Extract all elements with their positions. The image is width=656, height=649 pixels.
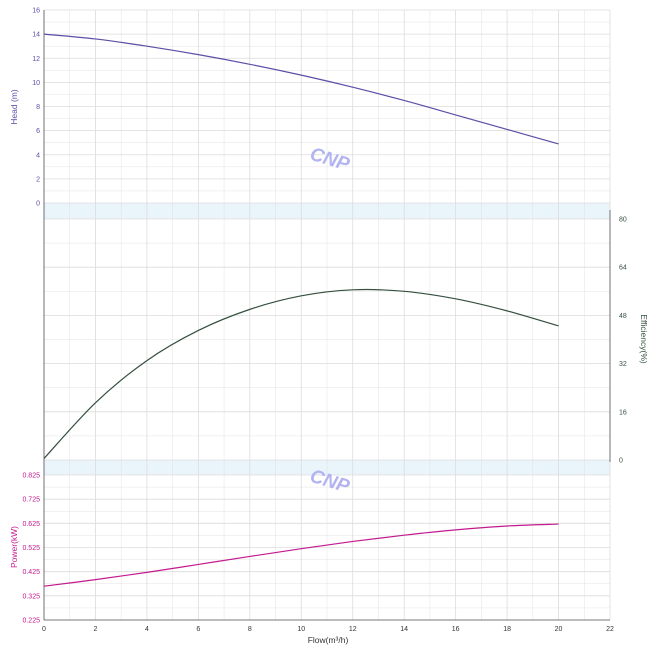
x-tick-label: 6 — [196, 626, 200, 633]
x-tick-label: 10 — [297, 626, 305, 633]
head-curve — [43, 33, 559, 145]
grid-lines — [43, 9, 611, 621]
x-tick-label: 12 — [349, 626, 357, 633]
head-y-tick-label: 12 — [32, 56, 40, 63]
power-curve — [43, 523, 559, 587]
x-tick-label: 8 — [248, 626, 252, 633]
head-y-tick-label: 6 — [36, 128, 40, 135]
efficiency-y-tick-label: 16 — [619, 409, 627, 416]
efficiency-y-tick-label: 80 — [619, 217, 627, 224]
watermark-cnp: CNP — [307, 144, 352, 176]
efficiency-y-tick-label: 32 — [619, 361, 627, 368]
head-y-tick-label: 0 — [36, 201, 40, 208]
efficiency-y-tick-label: 48 — [619, 313, 627, 320]
head-y-tick-label: 8 — [36, 104, 40, 111]
x-tick-label: 20 — [555, 626, 563, 633]
power-y-tick-label: 0.525 — [22, 545, 40, 552]
head-y-tick-label: 14 — [32, 32, 40, 39]
x-tick-label: 4 — [145, 626, 149, 633]
power-y-tick-label: 0.225 — [22, 618, 40, 625]
x-tick-label: 14 — [400, 626, 408, 633]
x-tick-label: 2 — [94, 626, 98, 633]
head-y-tick-label: 10 — [32, 80, 40, 87]
power-axis-title: Power(kW) — [9, 526, 19, 568]
x-tick-label: 0 — [42, 626, 46, 633]
axis-lines — [43, 10, 611, 621]
tick-labels: 0 2 4 6 8 10 12 14 16 18 20 22 0 2 4 6 8 10 12 14 16 0 16 32 48 6… — [22, 8, 626, 634]
power-y-tick-label: 0.625 — [22, 521, 40, 528]
flow-axis-title: Flow(m³/h) — [308, 635, 349, 645]
power-y-tick-label: 0.325 — [22, 593, 40, 600]
power-y-tick-label: 0.725 — [22, 497, 40, 504]
efficiency-curve — [43, 288, 559, 459]
head-y-tick-label: 2 — [36, 176, 40, 183]
head-axis-title: Head (m) — [9, 89, 19, 125]
efficiency-y-tick-label: 64 — [619, 265, 627, 272]
x-tick-label: 22 — [606, 626, 614, 633]
power-y-tick-label: 0.425 — [22, 569, 40, 576]
power-y-tick-label: 0.825 — [22, 473, 40, 480]
efficiency-y-tick-label: 0 — [619, 458, 623, 465]
efficiency-axis-title: Efficiency(%) — [639, 314, 649, 364]
curves — [43, 33, 559, 587]
head-y-tick-label: 16 — [32, 8, 40, 15]
x-tick-label: 16 — [452, 626, 460, 633]
head-y-tick-label: 4 — [36, 152, 40, 159]
x-tick-label: 18 — [503, 626, 511, 633]
